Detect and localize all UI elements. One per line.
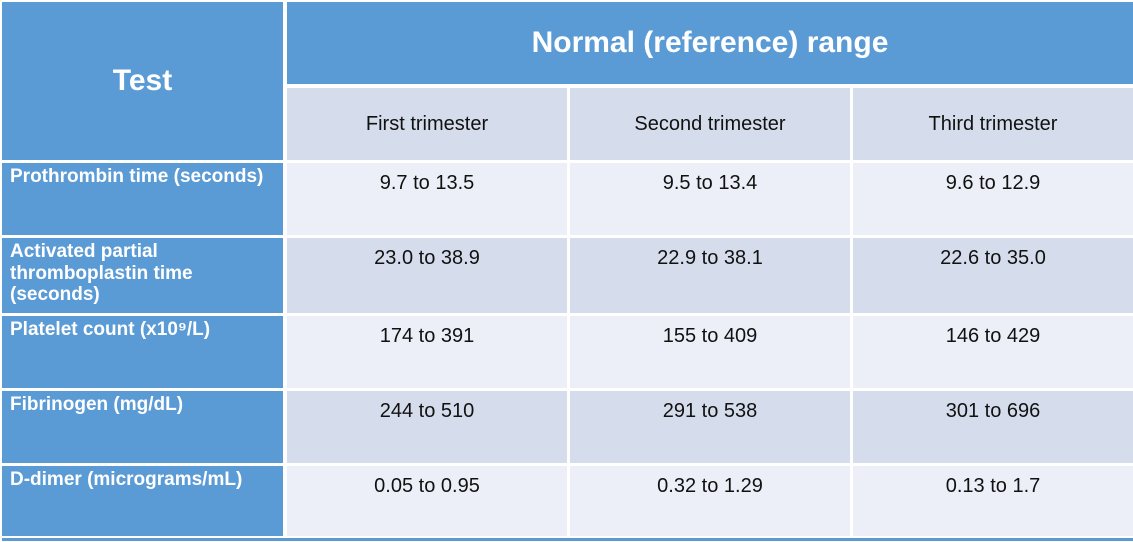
value-cell: 9.7 to 13.5 xyxy=(287,163,567,235)
row-value-cells: 244 to 510 291 to 538 301 to 696 xyxy=(287,391,1133,463)
table-row: Fibrinogen (mg/dL) 244 to 510 291 to 538… xyxy=(2,391,1133,463)
table-row: Prothrombin time (seconds) 9.7 to 13.5 9… xyxy=(2,163,1133,235)
table-row: D-dimer (micrograms/mL) 0.05 to 0.95 0.3… xyxy=(2,466,1133,536)
table-row: Activated partial thromboplastin time (s… xyxy=(2,238,1133,313)
row-header-cell: Platelet count (x10⁹/L) xyxy=(2,316,283,388)
value-cell: 174 to 391 xyxy=(287,316,567,388)
column-divider xyxy=(283,2,287,160)
value-cell: 22.9 to 38.1 xyxy=(570,238,850,313)
header-right-block: Normal (reference) range First trimester… xyxy=(287,2,1133,160)
column-divider xyxy=(283,238,287,313)
value-cell: 146 to 429 xyxy=(853,316,1133,388)
value-cell: 291 to 538 xyxy=(570,391,850,463)
column-header-row: First trimester Second trimester Third t… xyxy=(287,88,1133,160)
row-value-cells: 9.7 to 13.5 9.5 to 13.4 9.6 to 12.9 xyxy=(287,163,1133,235)
row-value-cells: 23.0 to 38.9 22.9 to 38.1 22.6 to 35.0 xyxy=(287,238,1133,313)
row-value-cells: 0.05 to 0.95 0.32 to 1.29 0.13 to 1.7 xyxy=(287,466,1133,536)
value-cell: 9.5 to 13.4 xyxy=(570,163,850,235)
value-cell: 244 to 510 xyxy=(287,391,567,463)
column-header-first-trimester: First trimester xyxy=(287,88,567,160)
row-header-cell: Fibrinogen (mg/dL) xyxy=(2,391,283,463)
value-cell: 22.6 to 35.0 xyxy=(853,238,1133,313)
table-header-band: Test Normal (reference) range First trim… xyxy=(2,2,1133,160)
column-divider xyxy=(283,316,287,388)
row-header-cell: Activated partial thromboplastin time (s… xyxy=(2,238,283,313)
value-cell: 23.0 to 38.9 xyxy=(287,238,567,313)
value-cell: 301 to 696 xyxy=(853,391,1133,463)
table-body: Prothrombin time (seconds) 9.7 to 13.5 9… xyxy=(2,160,1133,536)
row-header-cell: D-dimer (micrograms/mL) xyxy=(2,466,283,536)
value-cell: 155 to 409 xyxy=(570,316,850,388)
value-cell: 0.05 to 0.95 xyxy=(287,466,567,536)
value-cell: 0.32 to 1.29 xyxy=(570,466,850,536)
table-bottom-border xyxy=(2,538,1133,541)
group-header-normal-range: Normal (reference) range xyxy=(287,2,1133,84)
row-value-cells: 174 to 391 155 to 409 146 to 429 xyxy=(287,316,1133,388)
value-cell: 9.6 to 12.9 xyxy=(853,163,1133,235)
column-header-third-trimester: Third trimester xyxy=(853,88,1133,160)
column-divider xyxy=(283,391,287,463)
column-divider xyxy=(283,163,287,235)
table-row: Platelet count (x10⁹/L) 174 to 391 155 t… xyxy=(2,316,1133,388)
row-divider xyxy=(287,84,1133,88)
row-header-cell: Prothrombin time (seconds) xyxy=(2,163,283,235)
value-cell: 0.13 to 1.7 xyxy=(853,466,1133,536)
corner-header-test: Test xyxy=(2,2,283,160)
column-divider xyxy=(283,466,287,536)
column-header-second-trimester: Second trimester xyxy=(570,88,850,160)
